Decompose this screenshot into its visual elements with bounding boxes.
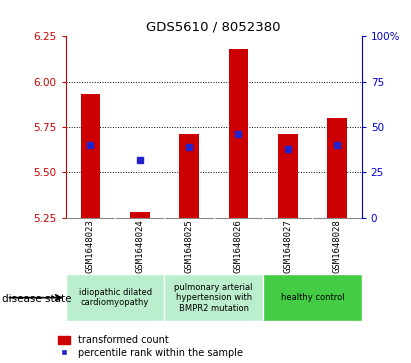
Title: GDS5610 / 8052380: GDS5610 / 8052380 [146, 21, 281, 34]
Bar [66, 274, 164, 321]
Text: GSM1648025: GSM1648025 [185, 219, 194, 273]
Legend: transformed count, percentile rank within the sample: transformed count, percentile rank withi… [58, 335, 243, 358]
Bar [81, 94, 100, 218]
Bar [327, 118, 347, 218]
Text: pulmonary arterial
hypertension with
BMPR2 mutation: pulmonary arterial hypertension with BMP… [175, 283, 253, 313]
Bar [164, 274, 263, 321]
Text: GSM1648023: GSM1648023 [86, 219, 95, 273]
Text: GSM1648028: GSM1648028 [332, 219, 342, 273]
Text: GSM1648027: GSM1648027 [283, 219, 292, 273]
Text: GSM1648024: GSM1648024 [135, 219, 144, 273]
Bar [229, 49, 248, 218]
Text: disease state: disease state [2, 294, 72, 305]
Text: healthy control: healthy control [281, 293, 344, 302]
Text: idiopathic dilated
cardiomyopathy: idiopathic dilated cardiomyopathy [79, 288, 152, 307]
Text: GSM1648026: GSM1648026 [234, 219, 243, 273]
Bar [130, 212, 150, 218]
Bar [278, 134, 298, 218]
Bar [263, 274, 362, 321]
Bar [179, 134, 199, 218]
